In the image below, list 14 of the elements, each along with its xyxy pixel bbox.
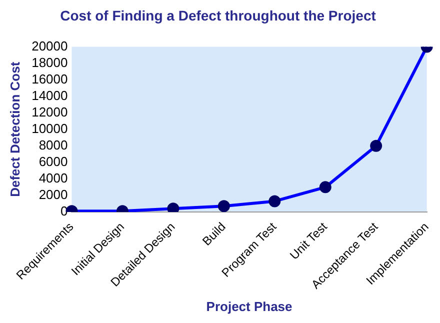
y-tick-label: 20000 [32, 38, 68, 54]
y-axis-title: Defect Detection Cost [7, 61, 22, 197]
y-tick-label: 6000 [38, 154, 68, 169]
chart-title: Cost of Finding a Defect throughout the Project [60, 7, 376, 24]
y-tick-label: 2000 [38, 187, 68, 202]
y-tick-label: 4000 [38, 170, 68, 186]
y-tick-label: 10000 [32, 120, 68, 136]
y-tick-label: 16000 [32, 71, 68, 86]
x-tick-label: Unit Test [287, 219, 330, 262]
y-tick-label: 18000 [32, 54, 68, 70]
y-tick-label: 14000 [32, 88, 68, 103]
x-axis-title: Project Phase [206, 298, 292, 314]
y-tick-label: 12000 [32, 104, 68, 120]
y-tick-label: 8000 [38, 137, 68, 152]
